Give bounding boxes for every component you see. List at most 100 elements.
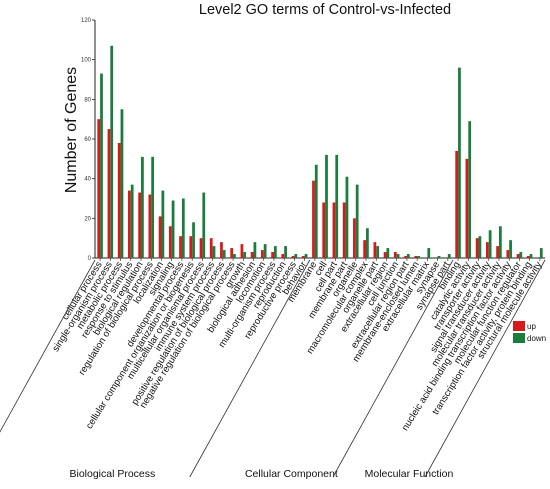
y-tick-label: 100: [81, 58, 92, 64]
bar-down-behavior: [304, 254, 308, 258]
legend: up down: [513, 321, 546, 343]
bar-down-reproduction: [284, 246, 287, 258]
bar-up-cell: [322, 202, 326, 258]
legend-label-down: down: [527, 334, 546, 343]
bar-down-membrane-part: [345, 176, 349, 258]
bar-up-metabolic-process: [117, 142, 121, 258]
bar-down-extracellular-region-part: [406, 254, 410, 258]
bar-down-molecular-function-regulator: [519, 252, 523, 258]
y-tick-label: 60: [84, 137, 91, 143]
category-groups: Biological Process Cellular Component Mole…: [0, 259, 546, 480]
group-label-biological-process: Biological Process: [69, 468, 155, 480]
bar-up-molecular-function-regulator: [516, 254, 520, 258]
bar-down-metabolic-process: [120, 109, 124, 258]
bar-up-extracellular-region-part: [404, 256, 407, 258]
bar-down-transporter-activity: [478, 236, 482, 258]
bar-down-macromolecular-complex: [366, 228, 369, 258]
bar-down-developmental-process: [181, 198, 185, 258]
bar-up-signal-transducer-activity: [485, 242, 489, 258]
bar-up-cell-junction: [393, 252, 397, 258]
bar-down-locomotion: [263, 244, 267, 258]
bar-down-synapse-part: [447, 254, 451, 258]
bar-up-catalytic-activity: [465, 158, 469, 258]
bar-up-behavior: [301, 256, 305, 258]
bar-down-extracellular-region: [386, 248, 390, 258]
group-divider: [332, 259, 454, 478]
bar-down-signal-transducer-activity: [488, 230, 492, 258]
bar-up-nucleic-acid-binding-transcription-factor-activity: [506, 250, 510, 258]
bar-down-immune-system-process: [212, 246, 216, 258]
bar-up-positive-regulation-of-biological-process: [220, 242, 223, 258]
bar-up-cellular-process: [97, 119, 101, 259]
bar-up-binding: [455, 150, 459, 258]
bar-up-reproductive-process: [291, 256, 295, 258]
bar-up-immune-system-process: [209, 238, 213, 258]
group-divider: [189, 259, 311, 478]
bar-up-localization: [158, 216, 162, 258]
bar-down-reproductive-process: [294, 254, 298, 258]
group-divider: [424, 259, 546, 478]
bar-up-membrane-enclosed-lumen: [414, 256, 418, 258]
legend-swatch-down: [513, 333, 525, 343]
bar-up-multi-organism-process: [271, 252, 274, 258]
bar-up-biological-adhesion: [250, 252, 254, 258]
bar-down-organelle: [355, 184, 359, 258]
bar-down-cell: [325, 154, 328, 258]
bar-down-regulation-of-biological-process: [151, 156, 155, 258]
bar-up-single-organism-process: [107, 129, 111, 258]
bar-down-positive-regulation-of-biological-process: [222, 250, 226, 258]
bar-down-growth: [243, 252, 247, 258]
bar-up-membrane: [312, 180, 315, 258]
bars: [97, 45, 543, 261]
y-tick-label: 80: [84, 97, 91, 103]
bar-down-multicellular-organismal-process: [202, 192, 206, 258]
bar-down-membrane-enclosed-lumen: [417, 256, 420, 258]
bar-down-multi-organism-process: [273, 246, 277, 258]
y-tick-label: 0: [88, 256, 92, 262]
bar-down-cell-junction: [396, 254, 400, 258]
bar-down-localization: [161, 190, 165, 258]
bar-up-cellular-component-organization-or-biogenesis: [189, 236, 193, 258]
group-divider: [0, 259, 96, 433]
bar-down-biological-regulation: [141, 156, 144, 258]
bar-up-reproduction: [281, 254, 285, 258]
bar-up-extracellular-region: [383, 252, 387, 258]
bar-up-multicellular-organismal-process: [199, 238, 203, 258]
bar-up-negative-regulation-of-biological-process: [230, 248, 234, 258]
bar-up-biological-regulation: [138, 192, 142, 258]
legend-swatch-up: [513, 321, 525, 331]
y-tick-label: 120: [81, 18, 92, 24]
bar-up-signaling: [168, 226, 172, 258]
bar-down-binding: [458, 67, 461, 258]
bar-down-negative-regulation-of-biological-process: [233, 254, 236, 258]
bar-down-organelle-part: [376, 246, 380, 258]
bar-up-membrane-part: [342, 202, 346, 258]
group-label-molecular-function: Molecular Function: [365, 468, 454, 480]
bar-up-response-to-stimulus: [128, 190, 131, 258]
bar-up-locomotion: [260, 250, 264, 258]
bar-down-membrane: [314, 164, 318, 258]
bar-up-transporter-activity: [475, 238, 479, 258]
bar-down-cellular-component-organization-or-biogenesis: [192, 222, 195, 258]
bar-down-extracellular-matrix: [427, 248, 431, 258]
bar-down-molecular-transducer-activity: [498, 226, 502, 258]
bar-down-cell-part: [335, 154, 339, 258]
bar-down-cellular-process: [100, 73, 103, 258]
bar-down-catalytic-activity: [468, 121, 472, 259]
chart-title: Level2 GO terms of Control-vs-Infected: [199, 2, 451, 18]
bar-up-organelle-part: [373, 242, 377, 258]
group-label-cellular-component: Cellular Component: [245, 468, 338, 480]
bar-down-single-organism-process: [110, 45, 114, 259]
y-tick-label: 20: [84, 216, 91, 222]
bar-down-synapse: [437, 256, 441, 258]
bar-up-developmental-process: [179, 236, 182, 258]
bar-up-regulation-of-biological-process: [148, 194, 152, 258]
y-ticks: 0 20 40 60 80 100 120: [81, 18, 95, 262]
bar-up-molecular-transducer-activity: [496, 246, 499, 258]
bar-up-organelle: [353, 218, 356, 258]
bar-down-response-to-stimulus: [130, 184, 134, 258]
y-tick-label: 40: [84, 177, 91, 183]
bar-up-macromolecular-complex: [363, 240, 367, 258]
bar-down-signaling: [171, 200, 175, 258]
